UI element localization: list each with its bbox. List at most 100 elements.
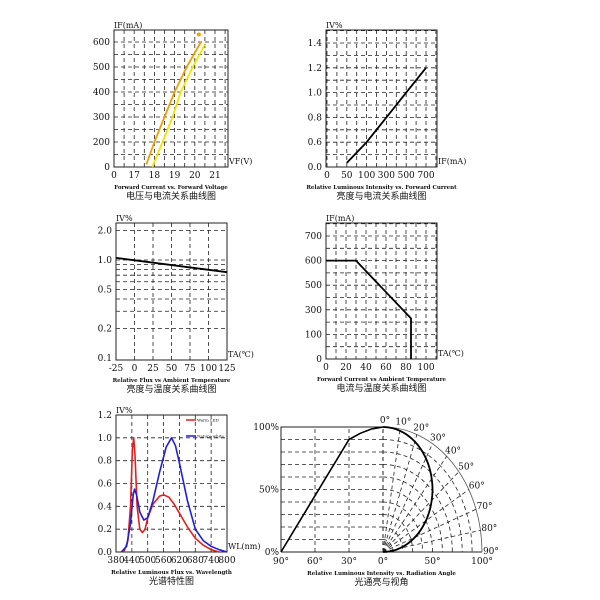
polar-arc xyxy=(382,501,423,553)
y-tick-label: 400 xyxy=(93,88,110,98)
y-tick-label: 0 xyxy=(316,355,322,365)
y-tick-label: 0.6 xyxy=(308,138,323,148)
x-tick-label: 100 xyxy=(417,363,434,373)
x-tick-label: 21 xyxy=(209,171,220,181)
y-axis-label: IF(mA) xyxy=(326,214,354,223)
y-tick-label: 0 xyxy=(104,163,110,173)
x-tick-label: 0 xyxy=(132,364,138,374)
x-tick-label: 50° xyxy=(425,557,441,567)
x-axis-label: VF(V) xyxy=(228,157,252,166)
x-tick-label: 19 xyxy=(169,171,181,181)
angle-label: 70° xyxy=(477,502,493,512)
x-tick-label: 620 xyxy=(171,556,188,566)
legend-label: Warm LED xyxy=(197,418,219,423)
x-tick-label: 0 xyxy=(323,363,329,373)
x-tick-label: 100 xyxy=(358,171,375,181)
x-tick-label: 50 xyxy=(166,364,178,374)
y-tick-label: 100% xyxy=(253,423,279,433)
y-axis-label: IV% xyxy=(116,214,133,223)
y-tick-label: 50% xyxy=(259,486,279,496)
x-tick-label: 560 xyxy=(155,556,172,566)
y-tick-label: 1.2 xyxy=(308,64,322,74)
chart-title-cn: 光通亮与视角 xyxy=(354,576,408,588)
chart-title-cn: 电流与温度关系曲线图 xyxy=(336,382,426,394)
y-tick-label: 500 xyxy=(93,63,110,73)
y-axis-label: IV% xyxy=(116,406,133,415)
y-tick-label: 0.8 xyxy=(98,457,113,467)
x-tick-label: 500 xyxy=(398,171,415,181)
polar-arc xyxy=(382,439,473,553)
series-line-polar xyxy=(382,426,434,553)
x-tick-label: 740 xyxy=(203,556,220,566)
x-tick-label: 440 xyxy=(123,556,140,566)
x-tick-label: 40 xyxy=(360,363,372,373)
polar-radial-line xyxy=(382,434,418,553)
chart-4: 0 20 40 60 80 100 0 100 300 500 600 700 IF(mA) TA(℃) F… xyxy=(305,214,464,394)
series-line-nature-white xyxy=(120,436,228,553)
x-tick-label: 60 xyxy=(380,363,392,373)
x-tick-label: 25 xyxy=(147,364,159,374)
chart-title-en: Forward Current vs Ambient Temperature xyxy=(317,377,446,383)
x-tick-label: 100° xyxy=(471,557,493,567)
plot-frame xyxy=(115,222,228,361)
polar-radial-line xyxy=(382,443,433,553)
x-axis-label: TA(℃) xyxy=(438,349,464,358)
chart-title-en: Relative Luminous Flux vs. Wavelength xyxy=(111,570,232,576)
x-tick-label: 17 xyxy=(128,171,140,181)
plot-frame xyxy=(325,29,438,168)
chart-title-cn: 亮度与温度关系曲线图 xyxy=(126,383,216,395)
chart-title-cn: 亮度与电流关系曲线图 xyxy=(336,190,426,202)
y-tick-label: 1.0 xyxy=(98,256,113,266)
angle-label: 50° xyxy=(458,463,474,473)
y-tick-label: 1.2 xyxy=(98,411,112,421)
y-tick-label: 300 xyxy=(93,113,110,123)
y-axis-label: IF(mA) xyxy=(114,21,142,30)
x-tick-label: 90° xyxy=(273,557,289,567)
chart-title-en: Relative Flux vs Ambient Temperature xyxy=(113,378,231,384)
polar-radial-line xyxy=(382,508,477,553)
series-line-derating xyxy=(326,259,412,359)
chart-3: -25 0 25 50 75 100 125 0.1 0.2 0.5 1.0 2.0IV% TA(℃) R… xyxy=(98,214,254,395)
y-tick-label: 200 xyxy=(93,138,110,148)
polar-arc xyxy=(382,451,463,553)
y-tick-label: 0.8 xyxy=(308,113,323,123)
polar-arc xyxy=(382,464,453,553)
polar-arc xyxy=(382,514,414,553)
x-tick-label: 680 xyxy=(187,556,204,566)
x-tick-label: 30° xyxy=(341,557,357,567)
legend-label: Nature white xyxy=(197,434,225,439)
chart-title-cn: 电压与电流关系曲线图 xyxy=(126,190,216,202)
polar-outer-arc xyxy=(382,426,483,553)
chart-title-en: Relative Luminous Intensity vs. Radiatio… xyxy=(307,571,456,577)
chart-1: 0 17 18 19 20 21 0 200 300 400 500 600 IF(mA) VF(V) Fo… xyxy=(93,21,253,202)
x-tick-label: 500 xyxy=(139,556,156,566)
x-tick-label: 50 xyxy=(341,171,353,181)
x-axis-label: TA(℃) xyxy=(228,350,254,359)
y-tick-label: 500 xyxy=(305,281,322,291)
x-tick-label: 800 xyxy=(218,556,235,566)
angle-label: 90° xyxy=(483,547,499,557)
series-line-warm-led xyxy=(123,436,220,553)
series-line-orange xyxy=(145,41,202,165)
plot-frame-left xyxy=(280,426,383,552)
angle-label: 30° xyxy=(430,433,446,443)
chart-2: 0 50 100 300 500 700 0.0 0.6 0.8 1.0 1.2 1.4IV% IF(m… xyxy=(306,21,466,202)
y-tick-label: 0.4 xyxy=(98,502,113,512)
x-tick-label: 300 xyxy=(378,171,395,181)
series-line-yellow xyxy=(151,44,206,168)
series-line-flux xyxy=(115,257,228,274)
x-tick-label: 125 xyxy=(218,364,235,374)
y-tick-label: 0.0 xyxy=(308,163,323,173)
x-tick-label: 100 xyxy=(200,364,217,374)
y-tick-label: 100 xyxy=(305,330,322,340)
angle-label: 0° xyxy=(380,416,390,426)
plot-frame xyxy=(325,222,438,360)
y-tick-label: 1.0 xyxy=(98,434,113,444)
x-tick-label: 700 xyxy=(417,171,434,181)
chart-title-en: Forward Current vs. Forward Voltage xyxy=(114,185,228,191)
x-tick-label: -25 xyxy=(109,364,124,374)
y-tick-label: 1.0 xyxy=(308,89,323,99)
series-line-intensity xyxy=(346,67,427,164)
y-tick-label: 1.4 xyxy=(308,39,323,49)
